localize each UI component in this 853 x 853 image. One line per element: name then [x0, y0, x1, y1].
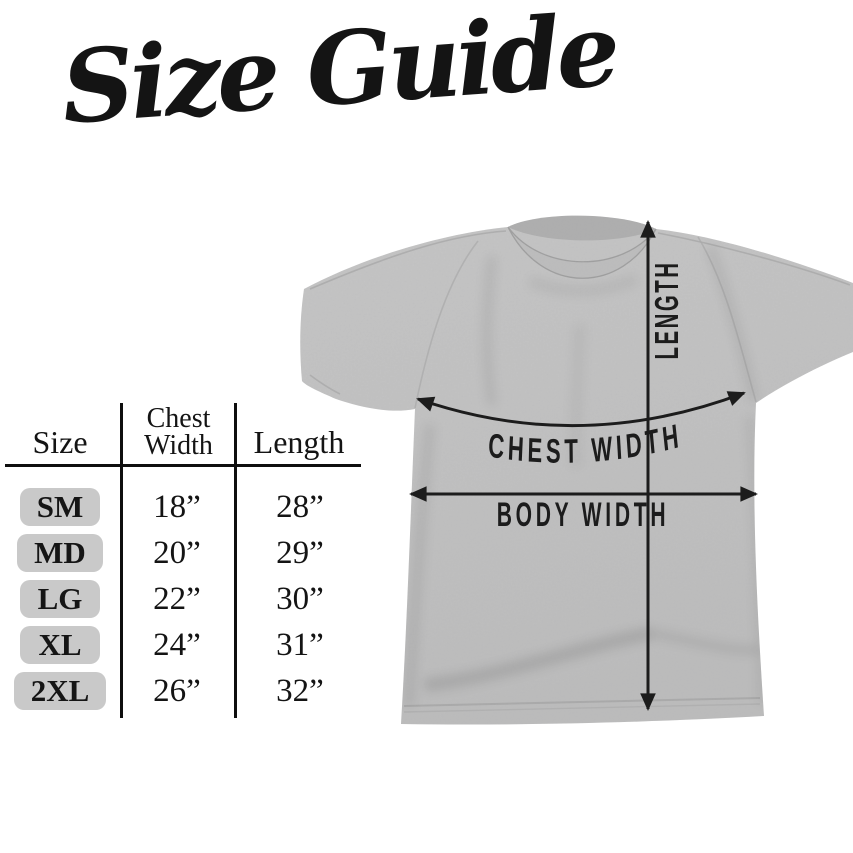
column-header-chest-line2: Width	[144, 429, 213, 461]
size-table: Size Chest Width Length SM 18” 28” MD 20…	[0, 398, 366, 723]
tshirt-diagram: LENGTH CHEST WIDTH BODY WIDTH	[300, 215, 853, 725]
length-value: 31”	[276, 627, 324, 663]
length-value: 30”	[276, 581, 324, 617]
size-badge: MD	[17, 534, 103, 572]
chest-width-value: 24”	[153, 627, 201, 663]
table-row: SM 18” 28”	[0, 487, 366, 527]
column-header-chest-width: Chest Width	[123, 403, 234, 461]
size-badge: LG	[20, 580, 100, 618]
length-value: 32”	[276, 673, 324, 709]
collar-band	[507, 226, 657, 279]
chest-width-arrow	[416, 391, 746, 428]
chest-width-value: 20”	[153, 535, 201, 571]
body-width-label: BODY WIDTH	[497, 495, 670, 533]
table-divider-vertical-1	[120, 403, 123, 718]
size-badge: XL	[20, 626, 100, 664]
column-header-length: Length	[253, 424, 345, 460]
size-badge: SM	[19, 488, 101, 526]
column-header-chest-line1: Chest	[146, 403, 211, 434]
chest-width-value: 18”	[153, 489, 201, 525]
column-header-size: Size	[32, 424, 88, 460]
page-title: Size Guide	[57, 0, 620, 147]
length-value: 29”	[276, 535, 324, 571]
chest-width-value: 22”	[153, 581, 201, 617]
length-value: 28”	[276, 489, 324, 525]
table-row: XL 24” 31”	[0, 625, 366, 665]
collar-back	[508, 215, 656, 241]
length-label: LENGTH	[648, 261, 685, 360]
chest-width-value: 26”	[153, 673, 201, 709]
table-row: MD 20” 29”	[0, 533, 366, 573]
tshirt-image	[300, 215, 853, 725]
table-divider-vertical-2	[234, 403, 237, 718]
table-divider-horizontal	[5, 464, 361, 467]
size-badge: 2XL	[13, 672, 107, 710]
table-row: LG 22” 30”	[0, 579, 366, 619]
table-row: 2XL 26” 32”	[0, 671, 366, 711]
